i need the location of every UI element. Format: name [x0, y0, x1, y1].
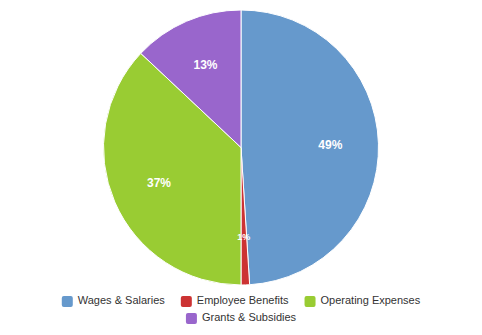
- data-label: 49%: [318, 138, 342, 152]
- data-labels: 49% 1% 37% 13%: [147, 58, 343, 241]
- legend-item: Grants & Subsidies: [186, 311, 297, 324]
- chart: Wages & Salaries Employee Benefits Operati…: [0, 0, 482, 335]
- legend-swatch: [305, 296, 316, 307]
- legend-item: Employee Benefits: [181, 294, 289, 307]
- legend: Wages & Salaries Employee Benefits Operati…: [62, 294, 421, 324]
- legend-swatch: [181, 296, 192, 307]
- legend-label: Operating Expenses: [321, 294, 421, 306]
- slice: [141, 10, 241, 148]
- legend-label: Grants & Subsidies: [202, 311, 297, 323]
- legend-swatch: [62, 296, 73, 307]
- slice: [241, 148, 250, 286]
- legend-label: Employee Benefits: [197, 294, 289, 306]
- legend-label: Wages & Salaries: [78, 294, 166, 306]
- data-label: 37%: [147, 176, 171, 190]
- legend-swatch: [186, 313, 197, 324]
- pie: [103, 10, 378, 285]
- legend-item: Wages & Salaries: [62, 294, 166, 307]
- slice: [241, 10, 378, 285]
- data-label: 1%: [237, 232, 250, 242]
- data-label: 13%: [193, 58, 217, 72]
- legend-item: Operating Expenses: [305, 294, 421, 307]
